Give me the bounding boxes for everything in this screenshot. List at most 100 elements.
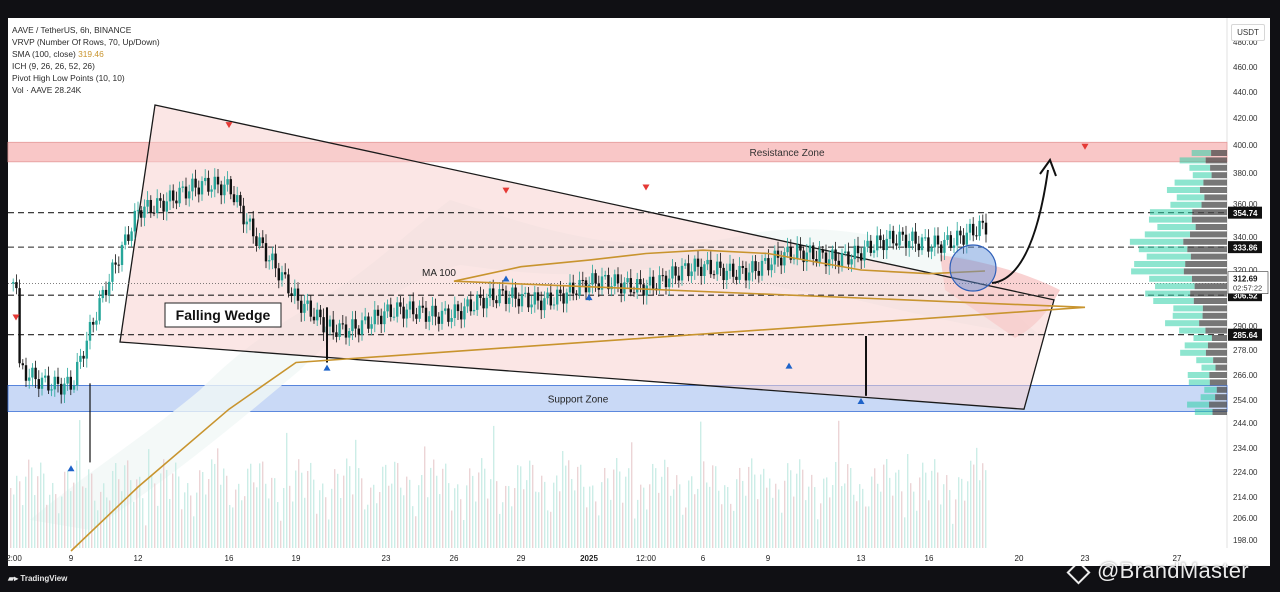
volume-profile-bar-up <box>1149 275 1192 282</box>
candle-body <box>242 205 245 225</box>
candle-body <box>901 231 904 235</box>
volume-bar <box>961 478 963 548</box>
volume-profile-bar-down <box>1202 305 1227 312</box>
candle-body <box>421 305 424 308</box>
candle-body <box>40 377 44 389</box>
volume-bar <box>928 500 930 548</box>
volume-bar <box>154 483 156 548</box>
candle-body <box>488 288 492 298</box>
sma-legend[interactable]: SMA (100, close) 319.46 <box>12 48 160 60</box>
volume-profile-bar-up <box>1131 268 1184 275</box>
candle-body <box>956 230 959 246</box>
candle-body <box>652 276 655 289</box>
volume-bar <box>487 498 489 548</box>
candle-body <box>444 308 447 311</box>
volume-bar <box>463 519 465 548</box>
volume-bar <box>322 483 324 548</box>
volume-bar <box>655 468 657 548</box>
candle-body <box>130 231 133 241</box>
volume-bar <box>718 490 720 548</box>
volume-legend[interactable]: Vol · AAVE 28.24K <box>12 84 160 96</box>
vrvp-label[interactable]: VRVP (Number Of Rows, 70, Up/Down) <box>12 37 160 47</box>
candle-body <box>373 309 376 325</box>
price-level-tag-text: 333.86 <box>1233 244 1258 253</box>
candle-body <box>469 299 472 312</box>
candle-body <box>719 261 722 268</box>
candle-body <box>700 266 703 276</box>
candle-body <box>572 282 575 294</box>
pivots-label[interactable]: Pivot High Low Points (10, 10) <box>12 73 125 83</box>
candle-body <box>463 306 466 320</box>
candle-body <box>824 252 828 267</box>
breakout-circle <box>949 244 997 292</box>
volume-profile-bar-up <box>1204 386 1217 393</box>
pivot-high-marker <box>502 187 510 194</box>
volume-bar <box>610 499 612 548</box>
volume-bar <box>280 520 282 548</box>
volume-bar <box>598 515 600 548</box>
volume-bar <box>127 460 129 548</box>
x-tick-label: 13 <box>857 554 866 563</box>
volume-profile-bar-down <box>1183 238 1227 245</box>
volume-bar <box>124 465 126 548</box>
candle-body <box>626 278 629 283</box>
volume-bar <box>790 470 792 548</box>
volume-bar <box>31 467 33 548</box>
candle-body <box>216 176 220 185</box>
pivot-low-marker <box>67 465 75 472</box>
candle-body <box>668 278 671 288</box>
candle-body <box>482 297 485 309</box>
ichimoku-label[interactable]: ICH (9, 26, 26, 52, 26) <box>12 61 95 71</box>
candle-body <box>472 309 476 312</box>
candle-body <box>648 276 652 286</box>
volume-profile-bar-up <box>1188 379 1210 386</box>
volume-bar <box>511 506 513 548</box>
candle-body <box>671 266 674 279</box>
volume-bar <box>721 504 723 548</box>
volume-bar <box>691 476 693 548</box>
candle-body <box>501 289 504 291</box>
currency-selector[interactable]: USDT <box>1231 24 1265 41</box>
y-tick-label: 224.00 <box>1233 468 1258 477</box>
volume-bar <box>169 498 171 548</box>
candle-body <box>559 289 562 294</box>
candle-body <box>927 237 930 252</box>
candle-body <box>303 303 306 313</box>
candle-body <box>418 305 421 319</box>
candle-body <box>79 355 82 362</box>
symbol-label[interactable]: AAVE / TetherUS, 6h, BINANCE <box>12 25 132 35</box>
volume-bar <box>268 498 270 548</box>
volume-bar <box>709 486 711 548</box>
volume-bar <box>136 479 138 548</box>
volume-bar <box>145 525 147 548</box>
candle-body <box>917 243 920 251</box>
volume-bar <box>850 468 852 548</box>
candle-body <box>882 240 885 251</box>
volume-bar <box>400 487 402 548</box>
candle-body <box>728 263 732 271</box>
candle-body <box>556 289 559 305</box>
x-tick-label: 12 <box>134 554 143 563</box>
candle-body <box>31 367 34 378</box>
volume-bar <box>733 510 735 548</box>
volume-bar <box>316 513 318 548</box>
volume-bar <box>112 470 114 548</box>
candle-body <box>658 275 661 291</box>
volume-bar <box>793 496 795 548</box>
volume-bar <box>25 476 27 548</box>
current-price-countdown: 02:57:22 <box>1233 284 1262 293</box>
candle-body <box>540 300 543 311</box>
volume-bar <box>241 500 243 548</box>
volume-profile-bar-down <box>1211 335 1227 341</box>
volume-profile-bar-down <box>1215 394 1227 401</box>
candle-body <box>34 367 37 380</box>
candle-body <box>290 293 293 296</box>
candle-body <box>664 275 668 288</box>
volume-bar <box>769 478 771 548</box>
volume-bar <box>184 492 186 548</box>
volume-bar <box>838 420 840 548</box>
volume-bar <box>802 469 804 548</box>
volume-bar <box>817 519 819 548</box>
volume-bar <box>355 439 357 548</box>
